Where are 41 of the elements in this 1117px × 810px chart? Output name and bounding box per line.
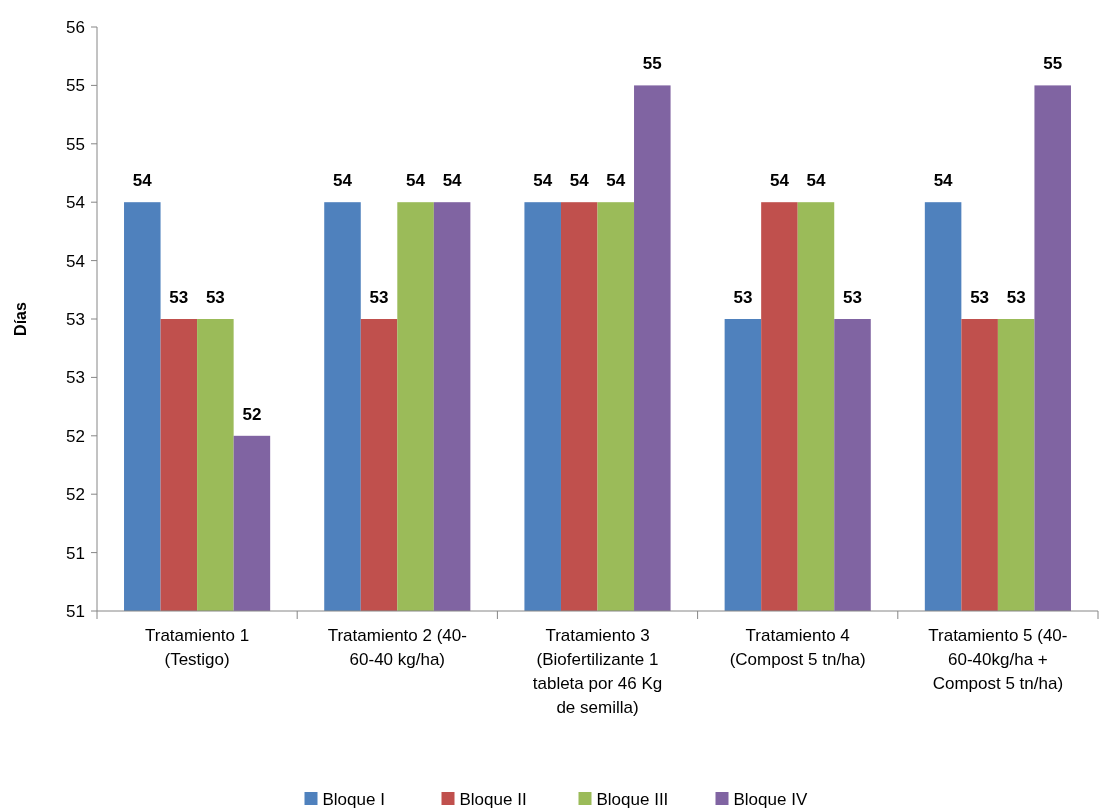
data-label: 54 (569, 171, 590, 191)
y-tick-label: 52 (66, 426, 85, 446)
y-tick-label: 55 (66, 76, 85, 96)
data-label: 53 (733, 288, 753, 307)
x-tick-label: Tratamiento 4 (Compost 5 tn/ha) (729, 626, 866, 669)
y-tick-label: 53 (66, 368, 85, 388)
data-label: 53 (205, 288, 225, 307)
data-label: 54 (333, 171, 353, 191)
data-label: 54 (442, 171, 463, 191)
y-tick-label: 56 (66, 17, 85, 37)
data-label: 53 (843, 288, 862, 307)
data-label: 54 (933, 171, 954, 191)
data-label: 54 (406, 171, 426, 191)
legend-label: Bloque II (459, 789, 527, 809)
y-tick-label: 54 (66, 251, 85, 271)
data-label: 54 (806, 171, 826, 191)
data-label: 54 (533, 171, 553, 191)
x-tick-label: Tratamiento 2 (40-60-40 kg/ha) (327, 626, 467, 669)
legend-label: Bloque IV (733, 789, 808, 809)
x-tick-label: Tratamiento 1 (Testigo) (144, 626, 250, 669)
data-label: 54 (606, 171, 626, 191)
data-label: 54 (769, 171, 790, 191)
data-label: 55 (1043, 54, 1063, 74)
x-tick-label: Tratamiento 3 (Biofertilizante 1 tableta por 46 Kg de semilla) (532, 626, 663, 717)
data-label: 54 (132, 171, 153, 191)
y-tick-label: 55 (66, 134, 85, 154)
data-label: 53 (369, 288, 389, 307)
data-label: 55 (642, 54, 662, 74)
y-tick-label: 54 (66, 193, 85, 213)
data-label: 53 (970, 288, 990, 307)
y-tick-label: 51 (66, 601, 85, 621)
x-tick-label: Tratamiento 5 (40-60-40kg/ha + Compost 5 tn/ha) (928, 626, 1068, 693)
data-label: 53 (169, 288, 189, 307)
data-label: 53 (1006, 288, 1026, 307)
legend-label: Bloque III (596, 789, 669, 809)
y-tick-label: 51 (66, 543, 85, 563)
y-axis-title: Días (12, 302, 29, 336)
y-tick-label: 53 (66, 309, 85, 329)
data-label: 52 (242, 404, 262, 424)
y-tick-label: 52 (66, 485, 85, 505)
legend-label: Bloque I (322, 789, 385, 809)
